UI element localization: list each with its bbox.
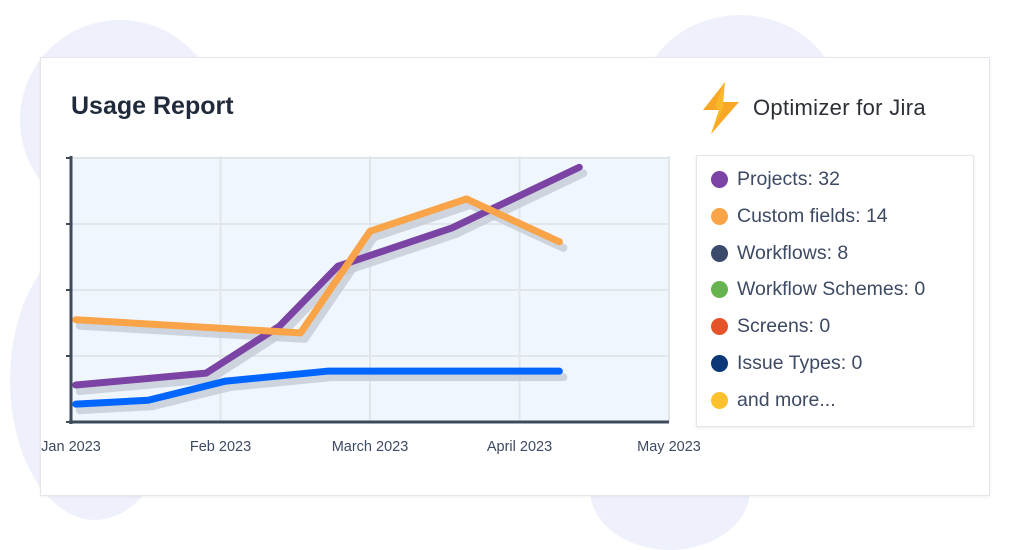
x-tick-label: March 2023 [332, 439, 409, 455]
legend-dot-icon [711, 318, 728, 336]
legend-label: Workflow Schemes: 0 [737, 278, 926, 301]
x-tick-label: Feb 2023 [190, 439, 251, 455]
legend-item: Issue Types: 0 [711, 352, 862, 375]
x-tick-label: Jan 2023 [41, 439, 101, 455]
brand-name: Optimizer for Jira [753, 95, 926, 120]
series-line-1 [72, 195, 563, 337]
legend-item: Custom fields: 14 [711, 205, 888, 228]
x-tick-label: May 2023 [637, 439, 701, 455]
brand-logo: Optimizer for Jira [699, 80, 926, 136]
legend-label: Screens: 0 [737, 315, 831, 338]
usage-report-card: Usage Report Optimizer for Jira Jan 2023… [40, 57, 990, 496]
series-shadow [75, 169, 588, 396]
legend-item: Workflow Schemes: 0 [711, 278, 925, 301]
legend-label: Issue Types: 0 [737, 352, 863, 374]
legend-label: Custom fields: 14 [737, 204, 888, 227]
legend-label: Projects: 32 [737, 168, 840, 190]
x-tick-label: April 2023 [487, 439, 552, 455]
series-line-2 [72, 367, 563, 408]
legend-dot-icon [711, 355, 728, 372]
usage-line-chart: Jan 2023 Feb 2023 March 2023 April 2023 May … [41, 156, 701, 455]
legend-dot-icon [711, 171, 728, 188]
legend: Projects: 32 Custom fields: 14 Workflows: … [696, 155, 974, 427]
legend-dot-icon [711, 391, 728, 409]
legend-item: Projects: 32 [711, 168, 840, 191]
legend-item: Workflows: 8 [711, 242, 848, 265]
legend-dot-icon [711, 244, 728, 262]
legend-dot-icon [711, 207, 728, 225]
legend-dot-icon [711, 281, 728, 299]
legend-label: Workflows: 8 [737, 241, 849, 264]
series-shadow [75, 200, 568, 343]
series-line-0 [72, 163, 583, 389]
legend-item: and more... [711, 389, 836, 412]
series-shadow [75, 373, 568, 415]
page-title: Usage Report [71, 92, 234, 120]
legend-label: and more... [737, 388, 836, 411]
legend-item: Screens: 0 [711, 315, 830, 338]
lightning-bolt-icon [703, 82, 739, 134]
